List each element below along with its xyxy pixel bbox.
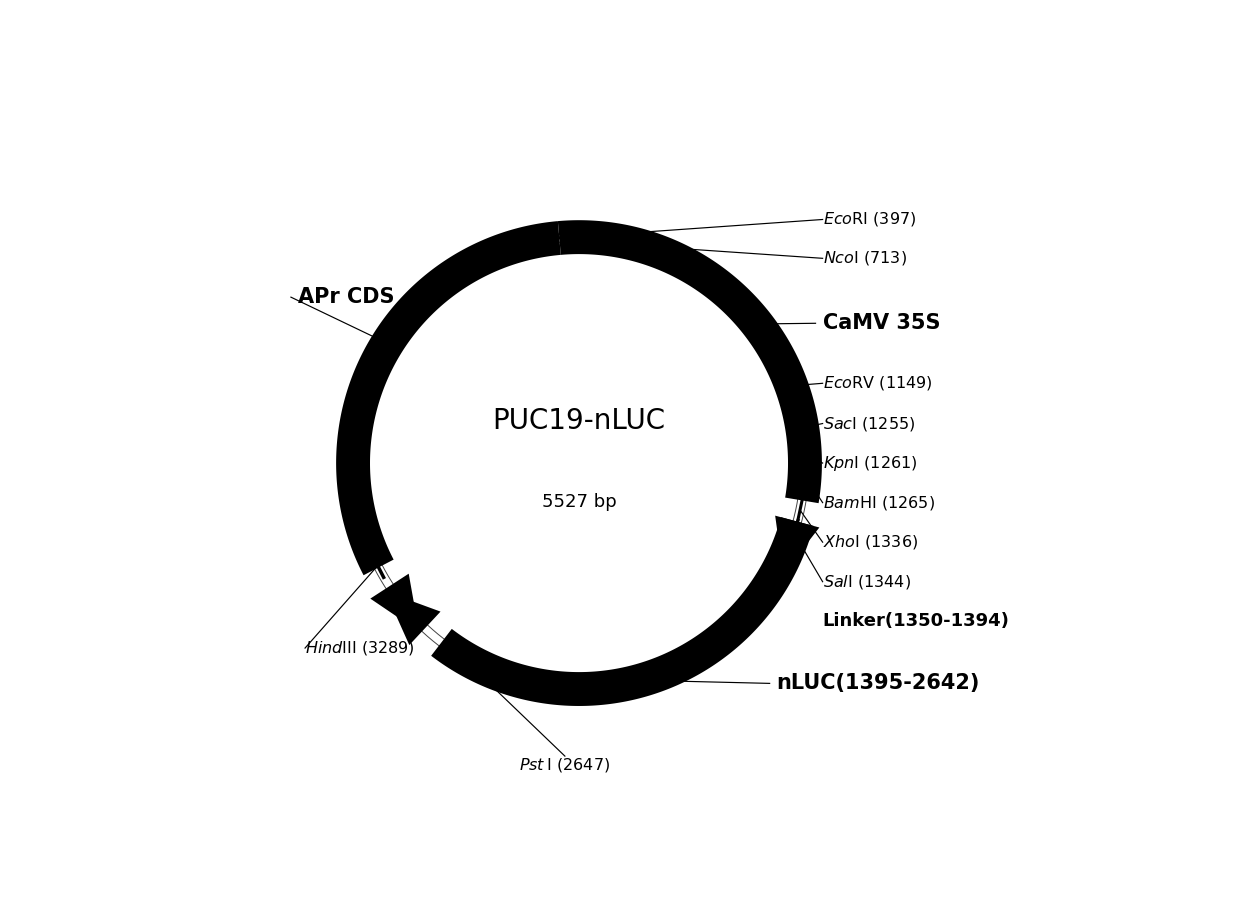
Text: $\mathit{Nco}$I (713): $\mathit{Nco}$I (713) [822, 249, 906, 268]
Text: nLUC(1395-2642): nLUC(1395-2642) [776, 673, 980, 693]
Text: CaMV 35S: CaMV 35S [822, 314, 940, 333]
Text: $\mathit{Sac}$I (1255): $\mathit{Sac}$I (1255) [822, 414, 915, 433]
Polygon shape [775, 515, 820, 574]
Polygon shape [432, 517, 813, 706]
Text: $\mathit{Kpn}$I (1261): $\mathit{Kpn}$I (1261) [822, 454, 918, 472]
Text: $\mathit{Eco}$RI (397): $\mathit{Eco}$RI (397) [822, 211, 916, 228]
Text: APr CDS: APr CDS [298, 287, 394, 307]
Polygon shape [558, 220, 822, 503]
Text: $\mathit{Xho}$I (1336): $\mathit{Xho}$I (1336) [822, 533, 918, 551]
Polygon shape [336, 221, 560, 575]
Text: $\mathit{Eco}$RV (1149): $\mathit{Eco}$RV (1149) [822, 374, 932, 392]
Text: $\mathit{Bam}$HI (1265): $\mathit{Bam}$HI (1265) [822, 493, 935, 512]
Text: PUC19-nLUC: PUC19-nLUC [492, 407, 666, 435]
Text: 5527 bp: 5527 bp [542, 493, 616, 511]
Polygon shape [386, 591, 440, 645]
Text: $\mathit{Hind}$III (3289): $\mathit{Hind}$III (3289) [305, 639, 415, 657]
Polygon shape [371, 574, 419, 632]
Text: $\mathit{Pst}$ I (2647): $\mathit{Pst}$ I (2647) [520, 757, 610, 774]
Text: Linker(1350-1394): Linker(1350-1394) [822, 613, 1009, 630]
Text: $\mathit{Sal}$I (1344): $\mathit{Sal}$I (1344) [822, 573, 910, 591]
